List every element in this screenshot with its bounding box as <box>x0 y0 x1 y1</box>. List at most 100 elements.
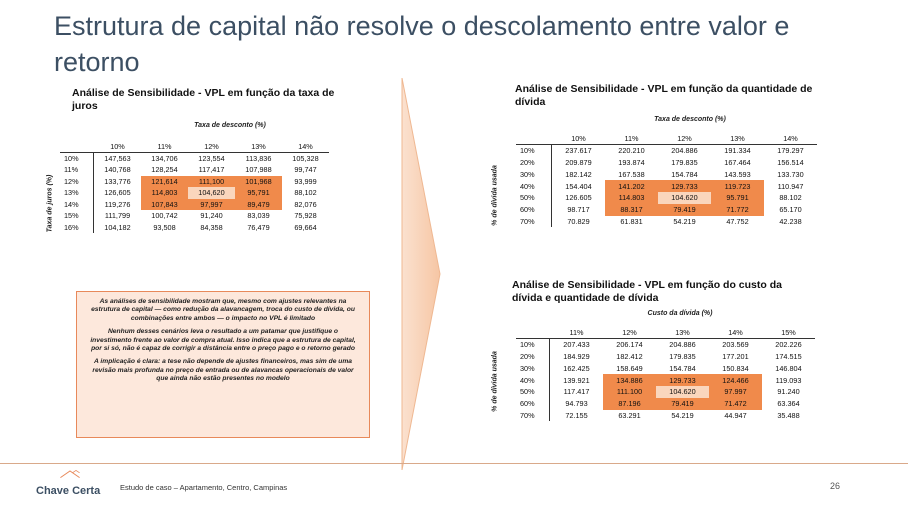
row-header: 50% <box>516 385 550 398</box>
table-corner <box>516 327 550 339</box>
table-cell: 156.514 <box>777 157 804 167</box>
note-paragraph-3: A implicação é clara: a tese não depende… <box>92 358 354 383</box>
table-cell: 167.538 <box>618 169 645 179</box>
column-header: 13% <box>656 327 709 339</box>
column-header: 11% <box>550 327 603 339</box>
table-cell: 88.317 <box>605 203 658 216</box>
table-cell: 134,706 <box>151 153 178 163</box>
table-cell: 133,776 <box>104 176 131 186</box>
table-cell: 105,328 <box>292 153 319 163</box>
table-cell: 76,479 <box>247 222 270 232</box>
row-header: 30% <box>516 168 552 181</box>
footer-caption: Estudo de caso – Apartamento, Centro, Ca… <box>120 483 288 492</box>
column-header: 10% <box>552 133 605 145</box>
table-cell: 193.874 <box>618 157 645 167</box>
slide-title: Estrutura de capital não resolve o desco… <box>54 11 790 77</box>
table-cell: 179.835 <box>671 157 698 167</box>
table-cell: 114,803 <box>141 187 188 199</box>
table-cell: 206.174 <box>616 340 643 350</box>
table-cell: 93,508 <box>153 222 176 232</box>
table-cell: 167.464 <box>724 157 751 167</box>
insight-note-box: As análises de sensibilidade mostram que… <box>76 291 370 438</box>
table-cell: 141.202 <box>605 180 658 192</box>
table-cell: 61.831 <box>620 216 643 226</box>
table-cell: 182.412 <box>616 351 643 361</box>
table-cell: 84,358 <box>200 222 223 232</box>
table-cell: 35.488 <box>777 410 800 420</box>
table-cell: 65.170 <box>779 205 802 215</box>
table-cell: 133.730 <box>777 169 804 179</box>
column-header: 11% <box>605 133 658 145</box>
column-header: 13% <box>711 133 764 145</box>
note-paragraph-1: As análises de sensibilidade mostram que… <box>91 298 355 322</box>
table-cell: 124.466 <box>709 374 762 386</box>
table-cell: 89,479 <box>235 198 282 210</box>
table-cell: 134.886 <box>603 374 656 386</box>
table-cell: 154.784 <box>669 363 696 373</box>
table-cell: 111,799 <box>104 211 131 221</box>
table-cell: 123,554 <box>198 153 225 163</box>
table-cell: 42.238 <box>779 216 802 226</box>
table-cell: 162.425 <box>563 363 590 373</box>
table-cell: 97,997 <box>188 198 235 210</box>
row-header: 70% <box>516 409 550 422</box>
table2-row-axis: % de dívida usada <box>491 165 499 226</box>
row-header: 11% <box>60 164 94 176</box>
table-cell: 70.829 <box>567 216 590 226</box>
table-cell: 69,664 <box>294 222 317 232</box>
table-cell: 154.404 <box>565 181 592 191</box>
table-cell: 63.291 <box>618 410 641 420</box>
page-number: 26 <box>830 481 841 491</box>
table-cell: 182.142 <box>565 169 592 179</box>
table-cell: 104,182 <box>104 222 131 232</box>
column-header: 13% <box>235 141 282 153</box>
brand-name: Chave Certa <box>36 485 101 497</box>
table-corner <box>60 141 94 153</box>
house-logo-icon <box>60 469 80 478</box>
table-cell: 158.649 <box>616 363 643 373</box>
table-cell: 147,563 <box>104 153 131 163</box>
table-cell: 119,276 <box>104 199 131 209</box>
row-header: 40% <box>516 374 550 386</box>
table-cell: 143.593 <box>724 169 751 179</box>
table-cell: 150.834 <box>722 363 749 373</box>
table-cell: 209.879 <box>565 157 592 167</box>
row-header: 20% <box>516 156 552 169</box>
column-header: 15% <box>762 327 815 339</box>
table-cell: 93,999 <box>294 176 317 186</box>
row-header: 16% <box>60 221 94 233</box>
table-cell: 119.723 <box>711 180 764 192</box>
table-cell: 184.929 <box>563 351 590 361</box>
table-cell: 44.947 <box>724 410 747 420</box>
column-header: 14% <box>709 327 762 339</box>
table-cell: 179.297 <box>777 146 804 156</box>
table-cell: 117,417 <box>198 165 225 175</box>
row-header: 10% <box>60 152 94 164</box>
table-cell: 99,747 <box>294 165 317 175</box>
table-cell: 111.100 <box>603 385 656 398</box>
column-header: 14% <box>282 141 329 153</box>
table-cell: 202.226 <box>775 340 802 350</box>
table-cell: 111,100 <box>188 175 235 187</box>
table-corner <box>516 133 552 145</box>
column-header: 14% <box>764 133 817 145</box>
table-cell: 95,791 <box>235 187 282 199</box>
table-cell: 129.733 <box>658 180 711 192</box>
table-cell: 107,843 <box>141 198 188 210</box>
table-cell: 107,988 <box>245 165 272 175</box>
table-cell: 104,620 <box>188 187 235 199</box>
row-header: 20% <box>516 350 550 363</box>
table-cell: 104.620 <box>658 191 711 204</box>
row-header: 10% <box>516 144 552 157</box>
table-cell: 128,254 <box>151 165 178 175</box>
row-header: 50% <box>516 191 552 204</box>
table3-title: Análise de Sensibilidade - VPL em função… <box>512 279 782 304</box>
table-cell: 104.620 <box>656 385 709 398</box>
table-cell: 101,968 <box>235 175 282 187</box>
row-header: 60% <box>516 397 550 410</box>
table-cell: 83,039 <box>247 211 270 221</box>
table-cell: 220.210 <box>618 146 645 156</box>
table-cell: 98.717 <box>567 205 590 215</box>
table-cell: 121,614 <box>141 175 188 187</box>
table-cell: 97.997 <box>709 385 762 398</box>
